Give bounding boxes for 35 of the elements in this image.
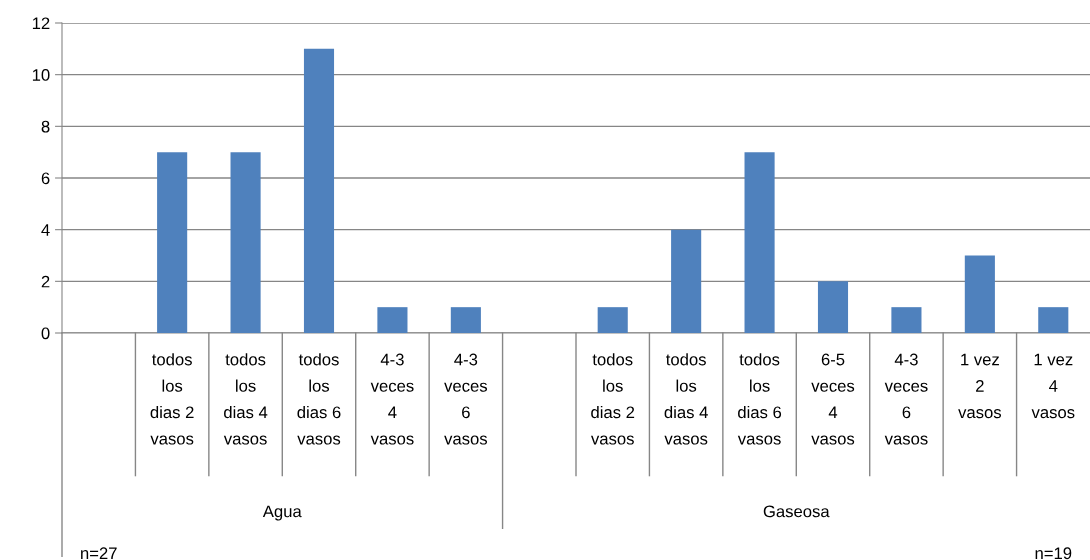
text: n=19 (1035, 547, 1072, 560)
text: Gaseosa (763, 505, 830, 518)
bar (817, 281, 849, 333)
x-tick-label: todos los dias 6 vasos (737, 353, 782, 445)
bar (1038, 307, 1069, 333)
y-tick-label: 0 (41, 327, 50, 340)
bar (230, 152, 261, 333)
bar (744, 152, 775, 333)
text: n=27 (81, 547, 117, 559)
x-tick-label: todos los dias 2 vasos (150, 353, 194, 445)
bar (303, 48, 335, 333)
x-tick-label: todos los dias 6 vasos (297, 353, 341, 445)
x-tick-label: todos los dias 2 vasos (591, 353, 635, 445)
y-tick-label: 6 (41, 172, 50, 185)
bar (597, 307, 628, 333)
x-tick-label: 4-3 veces 4 vasos (370, 353, 414, 445)
x-tick-label: todos los dias 4 vasos (223, 353, 268, 445)
x-tick-label: 4-3 veces 6 vasos (884, 353, 928, 445)
x-tick-label: todos los dias 4 vasos (664, 353, 708, 445)
x-tick-label: 4-3 veces 6 vasos (444, 353, 488, 445)
text: Agua (262, 505, 302, 521)
y-tick-label: 4 (41, 224, 50, 236)
bar (964, 255, 995, 333)
y-tick-label: 10 (32, 69, 50, 81)
x-tick-label: 1 vez 2 vasos (958, 353, 1002, 419)
bar (671, 229, 702, 333)
y-tick-label: 8 (41, 120, 50, 133)
y-tick-label: 12 (32, 17, 50, 30)
bar (157, 152, 188, 333)
x-tick-label: 1 vez 4 vasos (1031, 353, 1075, 419)
x-tick-label: 6-5 veces 4 vasos (811, 353, 855, 445)
bar (891, 307, 922, 333)
y-tick-label: 2 (41, 275, 50, 288)
bar (377, 307, 408, 333)
bar (450, 307, 481, 333)
